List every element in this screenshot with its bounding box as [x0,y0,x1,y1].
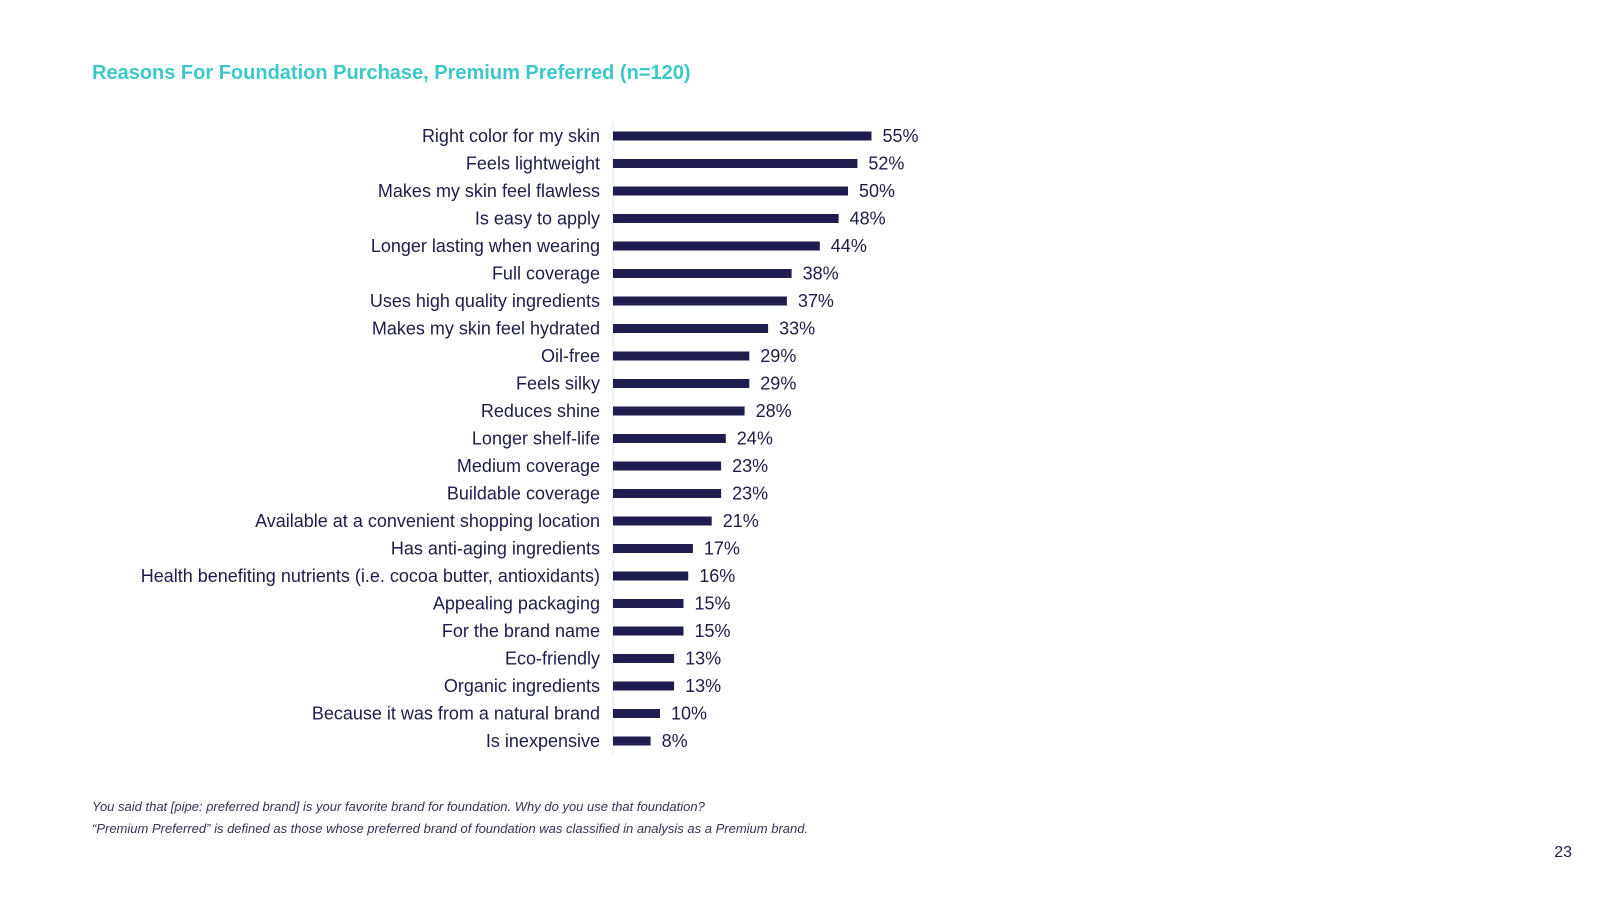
category-label: Makes my skin feel flawless [378,181,600,201]
category-label: Feels lightweight [466,154,600,174]
value-label: 23% [732,456,768,476]
value-label: 15% [695,594,731,614]
value-label: 13% [685,676,721,696]
footnote-question: You said that [pipe: preferred brand] is… [92,799,705,814]
bar [613,489,722,498]
category-label: Is inexpensive [486,731,600,751]
value-label: 28% [756,401,792,421]
bar [613,516,712,526]
category-label: Has anti-aging ingredients [391,539,600,559]
value-label: 17% [704,539,740,559]
value-label: 33% [779,319,815,339]
value-label: 15% [695,621,731,641]
value-label: 55% [883,126,919,146]
bar [613,241,820,251]
footnote-definition: “Premium Preferred” is defined as those … [92,821,809,836]
bar [613,461,722,471]
category-label: Full coverage [492,264,600,284]
category-label: Feels silky [516,374,600,394]
bar [613,131,872,141]
value-label: 50% [859,181,895,201]
bar [613,379,750,388]
bar [613,186,848,196]
value-label: 8% [662,731,688,751]
value-label: 24% [737,429,773,449]
bar [613,159,858,168]
page-number: 23 [1554,844,1572,861]
bar [613,324,769,333]
value-label: 37% [798,291,834,311]
category-label: Oil-free [541,346,600,366]
category-label: Available at a convenient shopping locat… [255,511,600,531]
category-label: Buildable coverage [447,484,600,504]
bar [613,296,787,306]
category-label: Is easy to apply [475,209,600,229]
category-label: Right color for my skin [422,126,600,146]
footnotes: You said that [pipe: preferred brand] is… [92,796,808,840]
bar [613,351,750,361]
category-label: For the brand name [442,621,600,641]
bar [613,654,675,663]
bar [613,626,684,636]
category-label: Longer shelf-life [472,429,600,449]
bar [613,709,660,718]
value-label: 44% [831,236,867,256]
bar [613,571,689,581]
value-label: 10% [671,704,707,724]
value-label: 29% [760,374,796,394]
value-label: 23% [732,484,768,504]
category-label: Makes my skin feel hydrated [372,319,600,339]
value-label: 16% [699,566,735,586]
value-label: 29% [760,346,796,366]
value-label: 13% [685,649,721,669]
bar [613,599,684,608]
value-label: 48% [850,209,886,229]
bar [613,681,675,691]
bar [613,544,693,553]
bar [613,736,651,746]
category-label: Eco-friendly [505,649,600,669]
chart-title: Reasons For Foundation Purchase, Premium… [92,62,691,84]
value-label: 21% [723,511,759,531]
bar-chart: Right color for my skin 55% Feels lightwei… [141,122,919,755]
bar [613,406,745,416]
category-label: Reduces shine [481,401,600,421]
category-label: Because it was from a natural brand [312,704,600,724]
category-label: Longer lasting when wearing [371,236,600,256]
bar [613,214,839,223]
bar [613,434,726,443]
category-label: Uses high quality ingredients [370,291,600,311]
bar [613,269,792,278]
category-label: Health benefiting nutrients (i.e. cocoa … [141,566,600,586]
value-label: 38% [803,264,839,284]
category-label: Medium coverage [457,456,600,476]
category-label: Organic ingredients [444,676,600,696]
value-label: 52% [868,154,904,174]
category-label: Appealing packaging [433,594,600,614]
